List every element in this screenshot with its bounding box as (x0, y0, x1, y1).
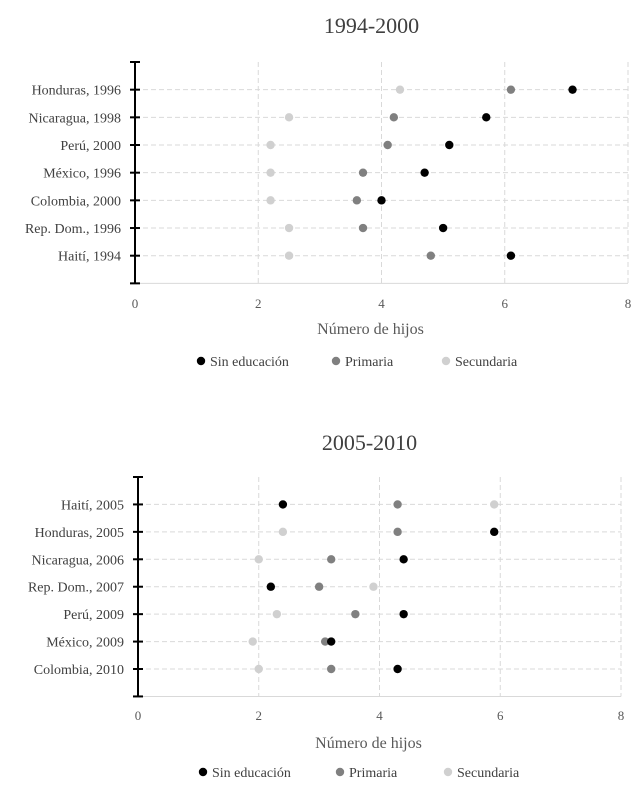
x-tick-label: 8 (618, 708, 625, 723)
data-point-primaria (358, 223, 368, 233)
data-point-secundaria (248, 637, 257, 646)
data-point-primaria (426, 251, 435, 260)
x-tick-label: 2 (255, 296, 262, 311)
data-point-secundaria (266, 196, 275, 205)
legend-marker (441, 356, 451, 366)
data-point-sin-educaci-n (420, 168, 429, 177)
category-label: Haití, 1994 (58, 250, 121, 265)
data-point-primaria (352, 196, 362, 205)
category-label: Honduras, 1996 (32, 84, 121, 99)
category-label: Colombia, 2000 (31, 194, 121, 209)
x-axis-label: Número de hijos (317, 321, 424, 338)
x-tick-label: 0 (135, 708, 142, 723)
legend-marker (198, 767, 208, 777)
data-point-sin-educaci-n (568, 85, 577, 94)
chart-2: 2005-2010 Haití, 2005 Honduras, 2005 Nicara… (28, 430, 624, 781)
x-tick-label: 0 (132, 296, 139, 311)
legend-label: Sin educación (212, 766, 291, 781)
data-point-sin-educaci-n (506, 251, 516, 260)
data-point-secundaria (278, 527, 288, 537)
data-point-secundaria (284, 113, 294, 122)
data-point-secundaria (369, 582, 378, 591)
data-point-sin-educaci-n (377, 196, 386, 205)
data-point-secundaria (266, 168, 275, 177)
chart-title: 2005-2010 (322, 430, 417, 455)
legend-marker (331, 356, 341, 366)
data-point-sin-educaci-n (438, 223, 448, 233)
data-point-sin-educaci-n (490, 527, 499, 537)
data-point-sin-educaci-n (266, 582, 276, 591)
category-label: México, 2009 (46, 636, 124, 651)
data-point-primaria (314, 582, 324, 591)
category-label: Colombia, 2010 (34, 663, 124, 678)
x-tick-label: 4 (376, 708, 383, 723)
data-point-secundaria (254, 664, 263, 674)
data-point-secundaria (395, 85, 405, 94)
category-label: México, 1996 (43, 167, 121, 182)
data-point-primaria (358, 168, 368, 177)
legend-label: Primaria (349, 766, 398, 781)
chart-title: 1994-2000 (324, 13, 419, 38)
data-point-primaria (351, 609, 360, 619)
x-tick-label: 6 (502, 296, 509, 311)
x-tick-label: 8 (625, 296, 631, 311)
category-label: Nicaragua, 1998 (28, 111, 121, 126)
x-tick-label: 4 (378, 296, 385, 311)
legend-label: Secundaria (455, 355, 518, 370)
legend-marker (443, 767, 453, 777)
legend-marker (335, 767, 345, 777)
data-point-sin-educaci-n (393, 664, 402, 674)
data-point-primaria (389, 113, 399, 122)
data-point-primaria (393, 527, 402, 537)
chart-1: 1994-2000 Honduras, 1996 Nicaragua, 1998 Pe… (25, 13, 631, 370)
category-label: Honduras, 2005 (35, 526, 124, 541)
legend-label: Sin educación (210, 355, 289, 370)
legend-label: Secundaria (457, 766, 520, 781)
category-label: Rep. Dom., 2007 (28, 581, 124, 596)
data-point-primaria (327, 664, 336, 674)
data-point-sin-educaci-n (445, 140, 454, 150)
x-tick-label: 6 (497, 708, 504, 723)
category-label: Perú, 2000 (60, 139, 121, 154)
data-point-secundaria (490, 500, 499, 509)
data-point-primaria (383, 140, 392, 150)
legend-label: Primaria (345, 355, 394, 370)
data-point-primaria (327, 555, 336, 564)
category-label: Nicaragua, 2006 (31, 553, 124, 568)
data-point-secundaria (266, 140, 275, 150)
category-label: Rep. Dom., 1996 (25, 222, 121, 237)
data-point-sin-educaci-n (399, 555, 408, 564)
data-point-secundaria (254, 555, 263, 564)
data-point-primaria (506, 85, 516, 94)
data-point-secundaria (284, 251, 294, 260)
data-point-sin-educaci-n (327, 637, 336, 646)
data-point-sin-educaci-n (278, 500, 288, 509)
x-axis-label: Número de hijos (315, 735, 422, 752)
category-label: Haití, 2005 (61, 498, 124, 513)
category-label: Perú, 2009 (63, 608, 124, 623)
data-point-sin-educaci-n (399, 609, 408, 619)
x-tick-label: 2 (256, 708, 263, 723)
data-point-sin-educaci-n (482, 113, 491, 122)
data-point-secundaria (284, 223, 294, 233)
data-point-primaria (320, 637, 330, 646)
data-point-secundaria (272, 609, 282, 619)
data-point-primaria (393, 500, 402, 509)
legend-marker (196, 356, 206, 366)
